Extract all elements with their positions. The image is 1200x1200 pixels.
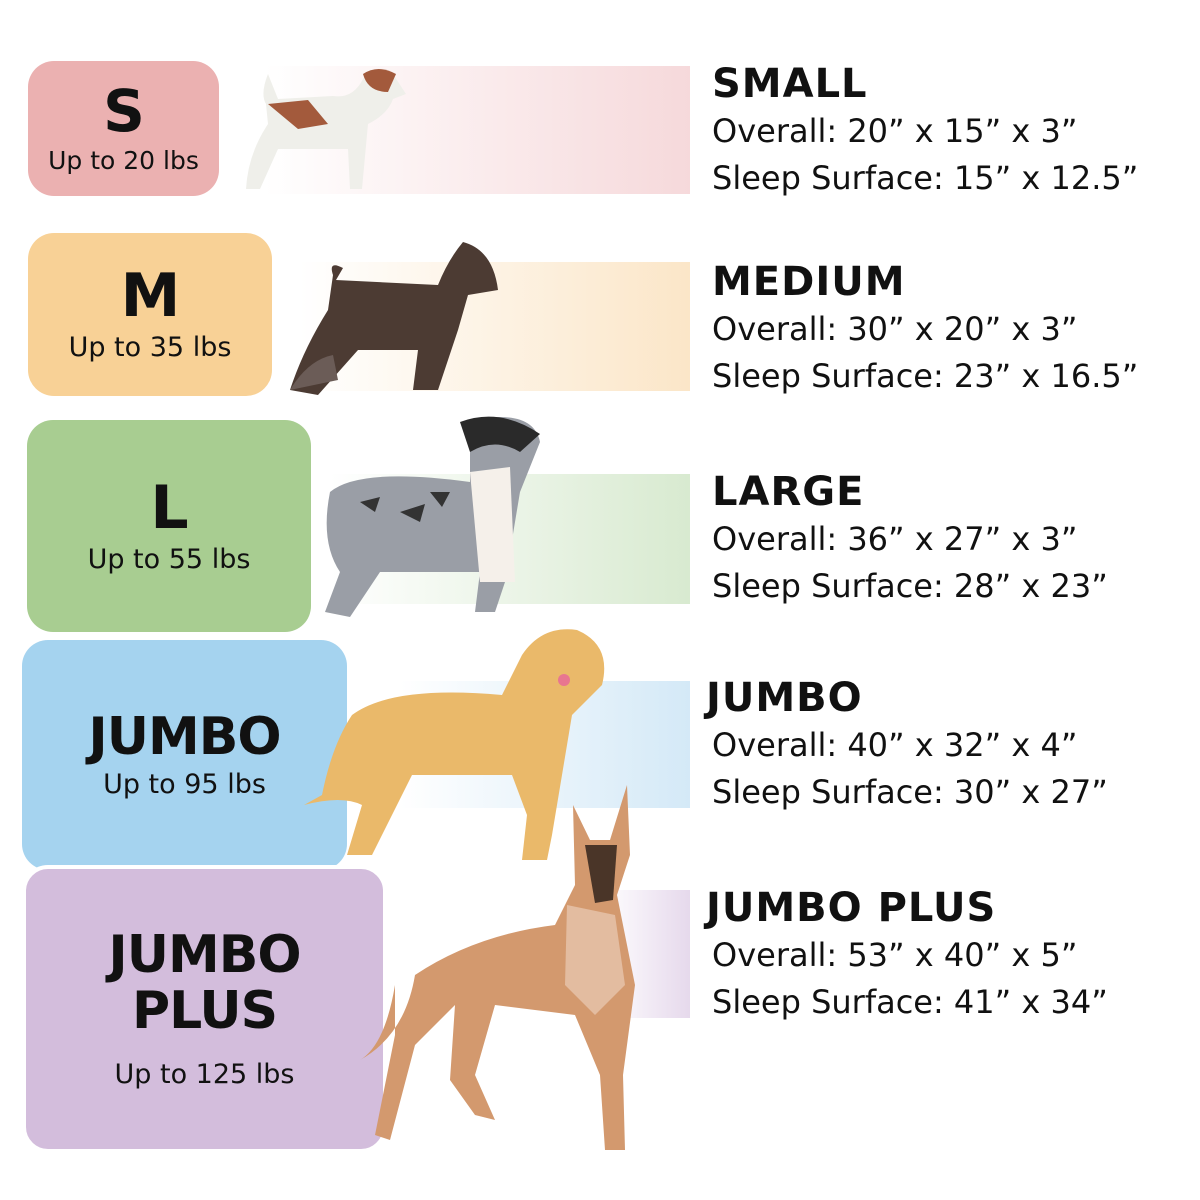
small-dog-illustration: [246, 69, 406, 189]
large-dog-illustration: [325, 416, 540, 617]
sleep-surface-dimensions: Sleep Surface: 23” x 16.5”: [712, 357, 1139, 395]
jumbo-dog-illustration: [304, 629, 605, 860]
overall-dimensions: Overall: 36” x 27” x 3”: [712, 520, 1078, 558]
size-badge-large: L Up to 55 lbs: [27, 420, 311, 632]
weight-limit: Up to 35 lbs: [68, 332, 232, 363]
overall-dimensions: Overall: 40” x 32” x 4”: [712, 726, 1078, 764]
sleep-surface-dimensions: Sleep Surface: 41” x 34”: [712, 983, 1108, 1021]
overall-dimensions: Overall: 20” x 15” x 3”: [712, 112, 1078, 150]
size-badge-jumbo: JUMBO Up to 95 lbs: [22, 640, 347, 870]
spec-small: SMALL Overall: 20” x 15” x 3” Sleep Surf…: [712, 60, 1138, 202]
size-code: M: [120, 261, 181, 331]
size-name: JUMBO: [706, 675, 863, 721]
size-badge-jumbo-plus: JUMBO PLUS Up to 125 lbs: [22, 865, 387, 1153]
spec-jumbo: JUMBO Overall: 40” x 32” x 4” Sleep Surf…: [706, 674, 1108, 816]
size-name: JUMBO PLUS: [706, 885, 997, 931]
size-name: SMALL: [712, 61, 868, 107]
overall-dimensions: Overall: 30” x 20” x 3”: [712, 310, 1078, 348]
size-badge-small: S Up to 20 lbs: [28, 61, 219, 196]
weight-limit: Up to 95 lbs: [103, 768, 266, 800]
size-code: L: [150, 472, 188, 543]
jumbo-plus-dog-illustration: [360, 785, 635, 1150]
spec-medium: MEDIUM Overall: 30” x 20” x 3” Sleep Sur…: [712, 258, 1138, 400]
weight-limit: Up to 55 lbs: [87, 543, 251, 575]
weight-limit: Up to 20 lbs: [48, 146, 199, 175]
size-code-line2: PLUS: [131, 980, 278, 1041]
size-name: LARGE: [712, 469, 865, 515]
size-name: MEDIUM: [712, 259, 906, 305]
size-code-line1: JUMBO: [108, 924, 301, 985]
medium-dog-illustration: [290, 242, 498, 395]
sleep-surface-dimensions: Sleep Surface: 30” x 27”: [712, 773, 1108, 811]
sleep-surface-dimensions: Sleep Surface: 28” x 23”: [712, 567, 1108, 605]
spec-jumbo-plus: JUMBO PLUS Overall: 53” x 40” x 5” Sleep…: [706, 884, 1108, 1026]
sleep-surface-dimensions: Sleep Surface: 15” x 12.5”: [712, 159, 1139, 197]
overall-dimensions: Overall: 53” x 40” x 5”: [712, 936, 1078, 974]
spec-large: LARGE Overall: 36” x 27” x 3” Sleep Surf…: [712, 468, 1108, 610]
weight-limit: Up to 125 lbs: [114, 1058, 295, 1090]
size-code: JUMBO: [88, 706, 281, 767]
size-code: S: [103, 77, 145, 145]
size-badge-medium: M Up to 35 lbs: [28, 233, 272, 396]
